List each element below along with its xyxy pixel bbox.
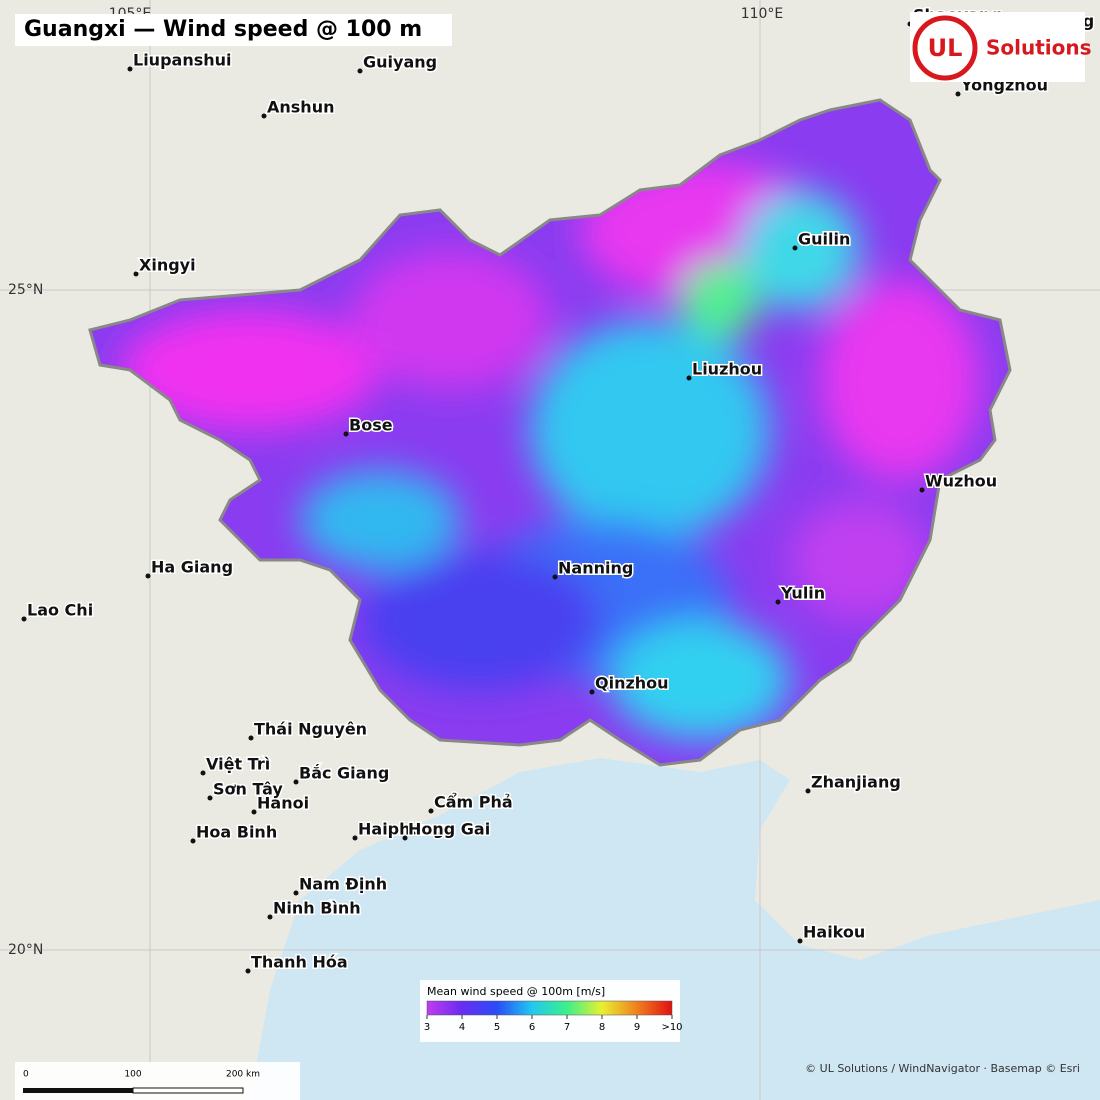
city-dot bbox=[686, 375, 692, 381]
city-label: Haiphong bbox=[358, 820, 444, 839]
title: Guangxi — Wind speed @ 100 m bbox=[24, 17, 422, 42]
city-dot bbox=[245, 968, 251, 974]
scalebar-label: 0 bbox=[23, 1070, 29, 1080]
city-label: Hanoi bbox=[257, 794, 309, 813]
city-label: Xingyi bbox=[139, 256, 196, 275]
city-dot bbox=[775, 599, 781, 605]
city-label: Wuzhou bbox=[925, 472, 997, 491]
city-label: Guilin bbox=[798, 230, 850, 249]
title-box bbox=[15, 14, 452, 46]
city-label: Anshun bbox=[267, 98, 334, 117]
legend-title: Mean wind speed @ 100m [m/s] bbox=[427, 985, 605, 998]
logo-mark-text: UL bbox=[928, 34, 963, 62]
city-dot bbox=[267, 914, 273, 920]
legend-tick-label: 4 bbox=[459, 1022, 465, 1033]
city-label: Ninh Bình bbox=[273, 899, 361, 918]
legend-tick-label: 7 bbox=[564, 1022, 570, 1033]
city-dot bbox=[805, 788, 811, 794]
city-label: Liuzhou bbox=[692, 360, 762, 379]
city-dot bbox=[248, 735, 254, 741]
city-dot bbox=[352, 835, 358, 841]
city-label: Thái Nguyên bbox=[254, 720, 367, 739]
legend-tick-label: 3 bbox=[424, 1022, 430, 1033]
city-dot bbox=[955, 91, 961, 97]
legend-tick-label: 9 bbox=[634, 1022, 640, 1033]
city-label: Qinzhou bbox=[595, 674, 669, 693]
legend-tick-label: 8 bbox=[599, 1022, 605, 1033]
city-dot bbox=[190, 838, 196, 844]
scalebar-black bbox=[23, 1088, 133, 1093]
scalebar-label: 100 bbox=[124, 1070, 141, 1080]
legend-tick-label: 5 bbox=[494, 1022, 500, 1033]
city-dot bbox=[428, 808, 434, 814]
city-dot bbox=[207, 795, 213, 801]
city-label: Bose bbox=[349, 416, 393, 435]
city-label: Lao Chi bbox=[27, 601, 93, 620]
legend-tick-label: 6 bbox=[529, 1022, 535, 1033]
city-label: Liupanshui bbox=[133, 51, 232, 70]
legend-tick-label: >10 bbox=[661, 1022, 682, 1033]
city-dot bbox=[797, 938, 803, 944]
city-label: Nanning bbox=[558, 559, 633, 578]
graticule-label: 110°E bbox=[741, 6, 784, 22]
attribution: © UL Solutions / WindNavigator · Basemap… bbox=[805, 1062, 1080, 1075]
city-label: Nam Định bbox=[299, 875, 387, 894]
scalebar-box bbox=[15, 1062, 300, 1100]
city-label: Hoa Binh bbox=[196, 823, 277, 842]
city-label: Guiyang bbox=[363, 53, 437, 72]
city-dot bbox=[200, 770, 206, 776]
city-label: Việt Trì bbox=[206, 755, 270, 774]
colorbar bbox=[426, 1000, 673, 1016]
graticule-label: 25°N bbox=[8, 282, 43, 298]
city-label: Sơn Tây bbox=[213, 780, 283, 799]
city-label: Cẩm Phả bbox=[434, 793, 513, 812]
city-label: Hong Gai bbox=[408, 820, 490, 839]
city-label: Bắc Giang bbox=[299, 764, 389, 783]
city-dot bbox=[261, 113, 267, 119]
city-dot bbox=[21, 616, 27, 622]
city-dot bbox=[133, 271, 139, 277]
city-label: Thanh Hóa bbox=[251, 953, 348, 972]
city-dot bbox=[343, 431, 349, 437]
logo-mark bbox=[912, 15, 978, 81]
city-dot bbox=[251, 809, 257, 815]
city-label: Yulin bbox=[780, 584, 825, 603]
city-label: Ha Giang bbox=[151, 558, 233, 577]
city-dot bbox=[792, 245, 798, 251]
city-dot bbox=[293, 779, 299, 785]
city-dot bbox=[127, 66, 133, 72]
scalebar-white bbox=[132, 1087, 244, 1094]
logo-text: Solutions bbox=[986, 36, 1092, 60]
scalebar-label: 200 km bbox=[226, 1070, 260, 1080]
graticule-label: 20°N bbox=[8, 942, 43, 958]
city-dot bbox=[402, 835, 408, 841]
city-dot bbox=[919, 487, 925, 493]
city-dot bbox=[293, 890, 299, 896]
city-dot bbox=[589, 689, 595, 695]
city-dot bbox=[357, 68, 363, 74]
city-dot bbox=[552, 574, 558, 580]
city-label: Zhanjiang bbox=[811, 773, 901, 792]
city-dot bbox=[145, 573, 151, 579]
city-label: Haikou bbox=[803, 923, 865, 942]
